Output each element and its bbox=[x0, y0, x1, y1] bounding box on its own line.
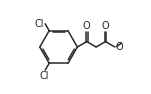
Text: O: O bbox=[83, 20, 91, 31]
Text: O: O bbox=[102, 20, 109, 31]
Text: Cl: Cl bbox=[40, 71, 50, 81]
Text: O: O bbox=[115, 42, 123, 52]
Text: Cl: Cl bbox=[35, 19, 44, 29]
